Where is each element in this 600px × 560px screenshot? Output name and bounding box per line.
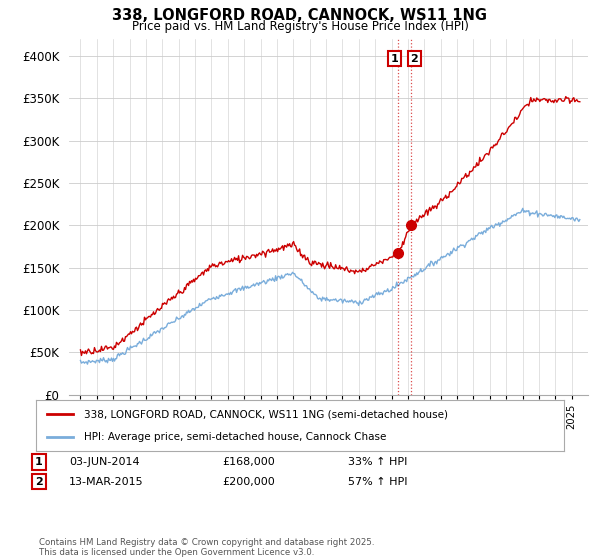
Text: HPI: Average price, semi-detached house, Cannock Chase: HPI: Average price, semi-detached house,…: [83, 432, 386, 442]
Text: 1: 1: [391, 54, 398, 64]
Text: 1: 1: [35, 457, 43, 467]
Text: Price paid vs. HM Land Registry's House Price Index (HPI): Price paid vs. HM Land Registry's House …: [131, 20, 469, 33]
Text: 57% ↑ HPI: 57% ↑ HPI: [348, 477, 407, 487]
Text: 33% ↑ HPI: 33% ↑ HPI: [348, 457, 407, 467]
Text: 13-MAR-2015: 13-MAR-2015: [69, 477, 143, 487]
Text: 338, LONGFORD ROAD, CANNOCK, WS11 1NG: 338, LONGFORD ROAD, CANNOCK, WS11 1NG: [113, 8, 487, 24]
Text: 2: 2: [35, 477, 43, 487]
Text: 2: 2: [410, 54, 418, 64]
Text: £200,000: £200,000: [222, 477, 275, 487]
Text: £168,000: £168,000: [222, 457, 275, 467]
Text: Contains HM Land Registry data © Crown copyright and database right 2025.
This d: Contains HM Land Registry data © Crown c…: [39, 538, 374, 557]
Text: 03-JUN-2014: 03-JUN-2014: [69, 457, 140, 467]
Text: 338, LONGFORD ROAD, CANNOCK, WS11 1NG (semi-detached house): 338, LONGFORD ROAD, CANNOCK, WS11 1NG (s…: [83, 409, 448, 419]
